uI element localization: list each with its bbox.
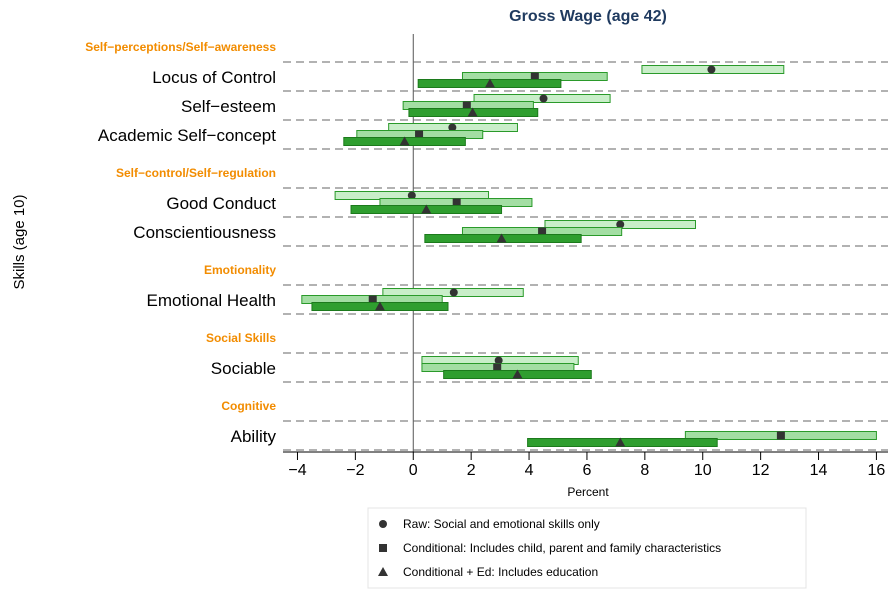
point-marker — [538, 227, 547, 236]
skill-label: Sociable — [211, 359, 276, 378]
point-marker — [449, 288, 458, 297]
point-marker — [448, 123, 457, 132]
point-marker — [512, 369, 523, 379]
x-tick-label: −4 — [288, 462, 306, 479]
group-label: Social Skills — [206, 331, 276, 345]
point-marker — [415, 130, 424, 139]
group-label: Self−perceptions/Self−awareness — [85, 40, 276, 54]
chart-title: Gross Wage (age 42) — [509, 8, 667, 25]
x-tick-label: 2 — [467, 462, 476, 479]
point-marker — [776, 431, 785, 440]
group-label: Emotionality — [204, 263, 276, 277]
skill-label: Conscientiousness — [133, 223, 276, 242]
point-marker — [452, 198, 461, 207]
point-marker — [707, 65, 716, 74]
point-marker — [616, 220, 625, 229]
point-marker — [407, 191, 416, 200]
y-axis-label: Skills (age 10) — [11, 194, 28, 289]
x-tick-label: −2 — [346, 462, 364, 479]
x-tick-label: 12 — [752, 462, 770, 479]
legend-marker — [378, 567, 388, 576]
point-marker — [421, 204, 432, 214]
point-marker — [484, 78, 495, 88]
point-marker — [368, 295, 377, 304]
legend-marker — [379, 544, 387, 552]
x-axis-label: Percent — [567, 485, 609, 499]
legend-label: Conditional: Includes child, parent and … — [403, 541, 721, 555]
point-marker — [462, 101, 471, 110]
legend-label: Conditional + Ed: Includes education — [403, 565, 598, 579]
x-tick-label: 10 — [694, 462, 712, 479]
point-marker — [530, 72, 539, 81]
group-label: Cognitive — [221, 399, 276, 413]
point-marker — [467, 107, 478, 117]
point-marker — [374, 301, 385, 311]
skill-label: Emotional Health — [147, 291, 276, 310]
x-tick-label: 14 — [810, 462, 828, 479]
skill-label: Good Conduct — [166, 194, 276, 213]
skill-label: Self−esteem — [181, 97, 276, 116]
legend-label: Raw: Social and emotional skills only — [403, 517, 600, 531]
legend-marker — [379, 520, 387, 528]
point-marker — [539, 94, 548, 103]
group-label: Self−control/Self−regulation — [116, 166, 276, 180]
skill-label: Academic Self−concept — [98, 126, 276, 145]
x-tick-label: 16 — [868, 462, 886, 479]
x-tick-label: 8 — [640, 462, 649, 479]
point-marker — [493, 363, 502, 372]
x-tick-label: 0 — [409, 462, 418, 479]
point-marker — [399, 136, 410, 146]
legend-box — [367, 507, 807, 589]
point-marker — [494, 356, 503, 365]
x-tick-label: 4 — [525, 462, 534, 479]
skill-label: Locus of Control — [152, 68, 276, 87]
skill-label: Ability — [231, 427, 277, 446]
point-marker — [496, 233, 507, 243]
point-marker — [615, 437, 626, 447]
x-tick-label: 6 — [582, 462, 591, 479]
